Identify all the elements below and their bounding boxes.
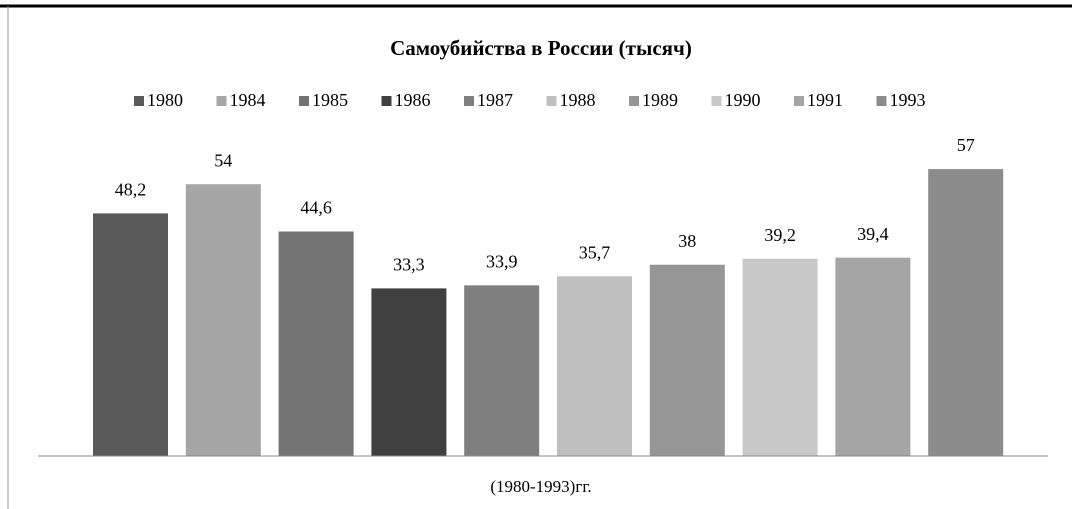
legend-label: 1986 — [395, 90, 431, 110]
bar — [557, 276, 632, 456]
legend-label: 1990 — [725, 90, 761, 110]
bar — [742, 258, 818, 456]
legend-swatch — [876, 96, 887, 106]
legend-label: 1987 — [477, 90, 513, 110]
bar — [649, 264, 725, 456]
legend-swatch — [629, 96, 639, 106]
data-label: 44,6 — [300, 198, 332, 218]
data-label: 35,7 — [579, 242, 611, 262]
data-label: 39,2 — [764, 225, 796, 245]
bar — [93, 213, 168, 456]
legend-swatch — [794, 96, 804, 106]
chart-title: Самоубийства в России (тысяч) — [390, 36, 692, 60]
legend-label: 1989 — [642, 90, 678, 110]
data-label: 38 — [678, 231, 696, 251]
data-label: 54 — [214, 150, 232, 170]
legend-swatch — [464, 96, 474, 106]
legend-swatch — [381, 96, 392, 106]
data-label: 39,4 — [857, 224, 889, 244]
legend-swatch — [711, 96, 722, 106]
bar — [371, 288, 447, 456]
legend-label: 1988 — [560, 90, 596, 110]
legend-label: 1993 — [890, 90, 926, 110]
data-label: 33,3 — [393, 255, 425, 275]
x-axis-label: (1980-1993)гг. — [490, 477, 591, 496]
legend-swatch — [216, 96, 227, 106]
bar — [185, 184, 261, 456]
legend-label: 1980 — [147, 90, 183, 110]
bar — [464, 285, 540, 456]
data-label: 48,2 — [115, 180, 147, 200]
data-label: 33,9 — [486, 251, 518, 271]
legend-label: 1991 — [807, 90, 843, 110]
bar — [278, 231, 354, 456]
bar — [835, 257, 911, 456]
legend-swatch — [546, 96, 557, 106]
legend-label: 1985 — [312, 90, 348, 110]
legend-swatch — [299, 96, 309, 106]
legend-label: 1984 — [230, 90, 266, 110]
legend-swatch — [134, 96, 144, 106]
bar — [928, 169, 1004, 456]
data-label: 57 — [957, 135, 975, 155]
